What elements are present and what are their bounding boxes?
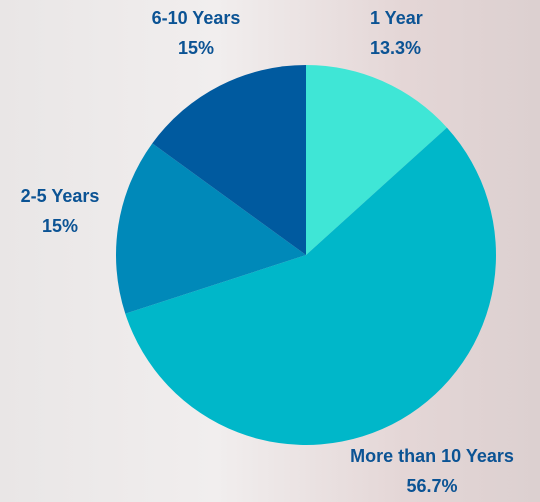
pie-slice	[116, 143, 306, 314]
category-label: 2-5 Years	[20, 186, 100, 206]
slice-label: 6-10 Years 15%	[126, 3, 266, 63]
category-label: 6-10 Years	[151, 8, 241, 28]
pie-slice	[306, 65, 447, 255]
category-label: More than 10 Years	[350, 446, 514, 466]
slice-label: 2-5 Years 15%	[0, 181, 120, 241]
pie-slice	[152, 65, 306, 255]
category-label: 1 Year	[370, 8, 423, 28]
slice-label: More than 10 Years 56.7%	[322, 441, 540, 501]
pie-slice	[125, 127, 497, 445]
value-label: 56.7%	[406, 476, 458, 496]
value-label: 15%	[41, 216, 79, 236]
slice-label: 1 Year 13.3%	[370, 3, 440, 63]
value-label: 13.3%	[370, 38, 422, 58]
value-label: 15%	[177, 38, 215, 58]
